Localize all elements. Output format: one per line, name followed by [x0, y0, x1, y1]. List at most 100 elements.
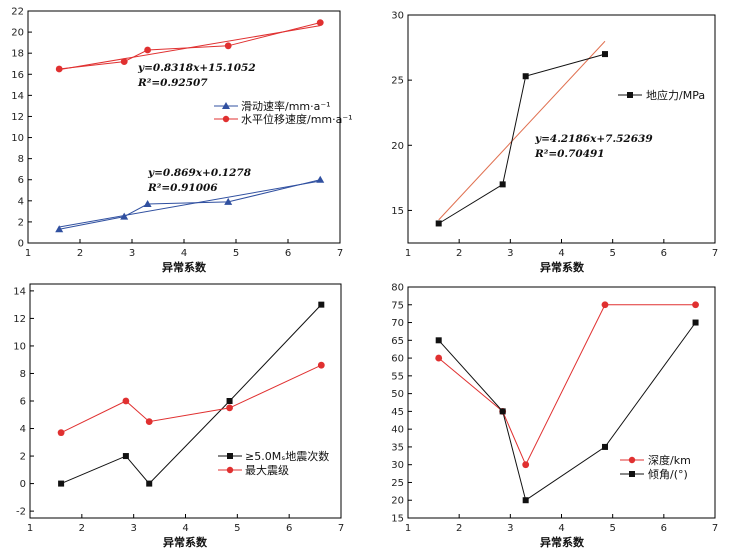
- x-tick-label: 1: [405, 248, 411, 259]
- y-tick-label: 20: [11, 28, 24, 39]
- y-tick-label: 30: [391, 460, 404, 471]
- x-tick-label: 5: [609, 523, 615, 534]
- legend-marker-triangle: [222, 102, 230, 109]
- x-tick-label: 1: [25, 248, 31, 259]
- x-tick-label: 4: [182, 523, 188, 534]
- series-lines: [438, 53, 606, 224]
- x-tick-label: 2: [456, 523, 462, 534]
- plot-frame: [407, 286, 716, 519]
- y-tick-label: 0: [20, 479, 26, 490]
- fit-line: [59, 180, 321, 228]
- fit-r2-blue: R²=0.91006: [147, 182, 218, 194]
- data-point: [317, 361, 325, 369]
- y-tick-label: 50: [391, 389, 404, 400]
- data-point: [55, 65, 63, 73]
- fit-equation-blue: y=0.869x+0.1278: [147, 167, 252, 179]
- y-tick-label: 25: [391, 76, 404, 87]
- legend: 滑动速率/mm·a⁻¹ 水平位移速度/mm·a⁻¹: [214, 99, 353, 126]
- data-point: [120, 212, 129, 220]
- data-point: [224, 197, 233, 205]
- y-tick-label: -2: [16, 507, 26, 518]
- data-point: [122, 453, 129, 460]
- fit-lines: [438, 40, 606, 221]
- x-tick-label: 2: [456, 248, 462, 259]
- legend-marker-square: [627, 92, 633, 98]
- data-point: [57, 429, 65, 437]
- legend-marker-square: [629, 471, 635, 477]
- y-tick-label: 16: [11, 70, 24, 81]
- series-markers: [435, 301, 699, 504]
- x-tick-label: 6: [661, 248, 667, 259]
- y-tick-label: 18: [11, 49, 24, 60]
- y-tick-label: 4: [18, 196, 24, 207]
- y-tick-label: 2: [20, 452, 26, 463]
- data-point: [316, 19, 324, 26]
- data-point: [145, 418, 153, 426]
- data-point: [499, 181, 506, 188]
- y-tick-label: 15: [391, 514, 404, 525]
- y-tick-label: 35: [391, 442, 404, 453]
- data-point: [435, 337, 442, 344]
- x-tick-label: 7: [712, 248, 718, 259]
- data-point: [499, 408, 506, 415]
- fit-line: [438, 40, 606, 221]
- data-point: [318, 301, 325, 308]
- x-tick-label: 3: [507, 248, 513, 259]
- legend-label-depth: 深度/km: [648, 453, 691, 467]
- series-markers: [55, 19, 325, 233]
- data-point: [435, 354, 443, 362]
- fit-lines: [59, 25, 321, 228]
- y-tick-label: 6: [20, 397, 26, 408]
- legend-label-horizontal: 水平位移速度/mm·a⁻¹: [241, 112, 353, 126]
- ticks: 1 2 3 4 5 6 7 15 20 25 30: [391, 11, 718, 260]
- x-tick-label: 6: [661, 523, 667, 534]
- plot-frame: [29, 283, 342, 519]
- legend-marker-circle: [222, 115, 230, 123]
- x-tick-label: 4: [558, 523, 564, 534]
- legend-label-count: ≥5.0Mₛ地震次数: [245, 449, 329, 463]
- y-tick-label: 12: [11, 112, 24, 123]
- y-tick-label: 20: [391, 496, 404, 507]
- data-point: [522, 497, 529, 504]
- fit-equation: y=4.2186x+7.52639: [534, 133, 653, 145]
- fit-r2: R²=0.70491: [534, 148, 605, 160]
- x-tick-label: 7: [338, 523, 344, 534]
- y-tick-label: 10: [11, 133, 24, 144]
- x-tick-label: 5: [233, 248, 239, 259]
- y-tick-label: 15: [391, 206, 404, 217]
- legend: 地应力/MPa: [618, 88, 705, 102]
- y-tick-label: 45: [391, 407, 404, 418]
- data-point: [601, 51, 608, 58]
- series-markers: [57, 301, 325, 487]
- legend-marker-square: [227, 453, 233, 459]
- y-tick-label: 2: [18, 217, 24, 228]
- y-tick-label: 70: [391, 318, 404, 329]
- data-point: [601, 301, 609, 309]
- data-point: [316, 175, 325, 183]
- x-tick-label: 7: [712, 523, 718, 534]
- x-tick-label: 1: [405, 523, 411, 534]
- data-point: [224, 42, 232, 50]
- x-tick-label: 2: [79, 523, 85, 534]
- y-tick-label: 6: [18, 175, 24, 186]
- x-axis-label: 异常系数: [162, 260, 207, 274]
- y-tick-label: 14: [11, 91, 24, 102]
- y-tick-label: 55: [391, 371, 404, 382]
- y-tick-label: 40: [391, 425, 404, 436]
- y-tick-label: 22: [11, 7, 24, 18]
- legend-label-stress: 地应力/MPa: [646, 88, 705, 102]
- x-tick-label: 2: [77, 248, 83, 259]
- data-point: [226, 404, 233, 412]
- data-point: [435, 220, 442, 227]
- x-axis-label: 异常系数: [540, 535, 585, 549]
- y-tick-label: 80: [391, 283, 404, 294]
- y-tick-label: 12: [13, 314, 26, 325]
- legend: 深度/km 倾角/(°): [620, 453, 691, 481]
- x-tick-label: 3: [507, 523, 513, 534]
- data-point: [58, 480, 65, 487]
- y-tick-label: 0: [18, 239, 24, 250]
